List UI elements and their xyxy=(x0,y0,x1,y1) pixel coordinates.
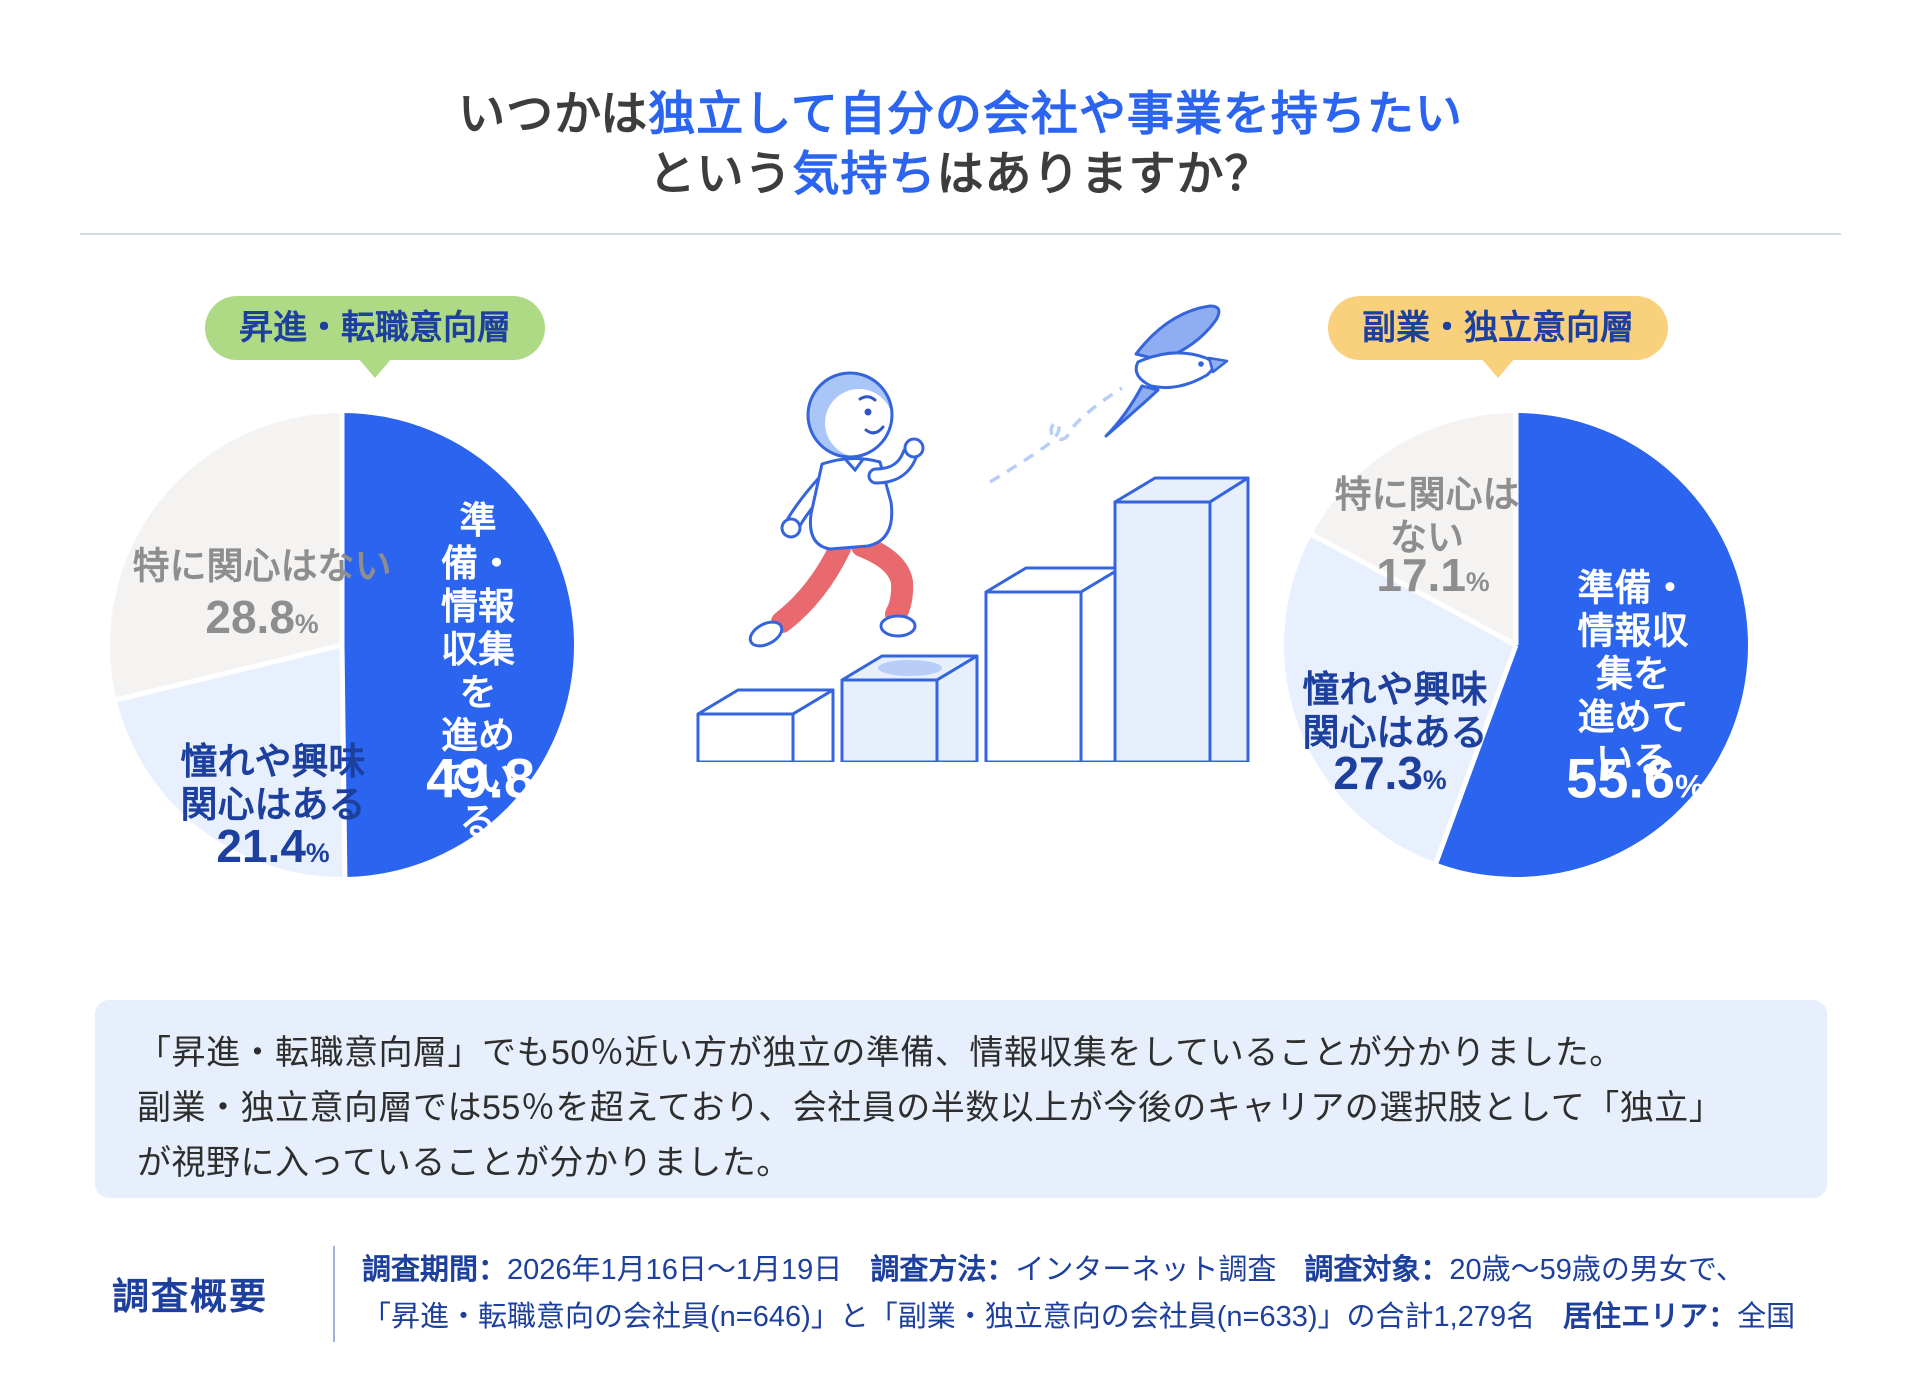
summary-box: 「昇進・転職意向層」でも50％近い方が独立の準備、情報収集をしていることが分かり… xyxy=(95,1000,1827,1198)
pie-slice-separator xyxy=(115,642,343,703)
pie-slice xyxy=(116,645,345,877)
badge-sidejob-group: 副業・独立意向層 xyxy=(1328,296,1668,378)
pie-slice-separator xyxy=(339,644,348,879)
slice-label-interested: 憧れや興味 関心はある xyxy=(1302,669,1488,753)
summary-line-1: 「昇進・転職意向層」でも50％近い方が独立の準備、情報収集をしていることが分かり… xyxy=(137,1034,1624,1072)
pie-chart-sidejob-group: 準備・情報収集を 進めている 55.6% 憧れや興味 関心はある 27.3% 特… xyxy=(1276,405,1756,885)
pie-slice xyxy=(1311,413,1516,645)
slice-value-interested: 27.3% xyxy=(1333,747,1447,799)
slice-label-interested: 憧れや興味 関心はある xyxy=(180,741,366,825)
slice-label-no-interest: 特に関心は ない xyxy=(1334,474,1520,558)
badge-tail xyxy=(358,358,392,378)
survey-divider xyxy=(333,1246,335,1342)
pie-svg xyxy=(1284,412,1748,877)
slice-value-preparing: 55.6% xyxy=(1566,746,1704,810)
pie-svg xyxy=(110,412,575,879)
pie-slice-separator xyxy=(1309,531,1518,648)
pie-slice xyxy=(1436,413,1748,877)
title-line-2: という気持ちはありますか？ xyxy=(648,147,1273,200)
pie-chart-promotion-group: 準備・情報収集を 進めている 49.8% 憧れや興味 関心はある 21.4% 特… xyxy=(102,405,582,885)
slice-label-preparing: 準備・情報収集を 進めている xyxy=(441,500,515,842)
pie-slice xyxy=(342,413,575,877)
slice-value-no-interest: 28.8% xyxy=(205,591,319,643)
survey-details-line-1: 調査期間：2026年1月16日〜1月19日 調査方法：インターネット調査 調査対象：… xyxy=(362,1254,1745,1286)
pie-slice xyxy=(110,413,342,700)
bird-icon xyxy=(1104,304,1229,438)
title-line-1: いつかは独立して自分の会社や事業を持ちたい xyxy=(458,87,1463,140)
badge-tail xyxy=(1481,358,1515,378)
runner-figure xyxy=(748,371,925,648)
pie-slice-separator xyxy=(1433,644,1519,865)
page-title: いつかは独立して自分の会社や事業を持ちたい という気持ちはありますか？ xyxy=(0,84,1921,204)
illustration-career-steps xyxy=(696,304,1250,762)
survey-overview-heading: 調査概要 xyxy=(112,1276,268,1317)
badge-promotion-group: 昇進・転職意向層 xyxy=(205,296,545,378)
title-divider xyxy=(80,233,1841,235)
slice-value-no-interest: 17.1% xyxy=(1376,549,1490,601)
summary-line-3: が視野に入っていることが分かりました。 xyxy=(137,1144,791,1182)
slice-value-interested: 21.4% xyxy=(216,820,330,872)
flight-trail xyxy=(989,386,1123,484)
summary-line-2: 副業・独立意向層では55％を超えており、会社員の半数以上が今後のキャリアの選択肢… xyxy=(137,1089,1724,1127)
slice-label-preparing: 準備・情報収集を 進めている xyxy=(1577,567,1689,781)
survey-details-line-2: 「昇進・転職意向の会社員(n=646)」と「副業・独立意向の会社員(n=633)… xyxy=(362,1301,1796,1333)
step-bars xyxy=(696,476,1250,762)
slice-value-preparing: 49.8% xyxy=(426,746,564,810)
survey-details: 調査期間：2026年1月16日〜1月19日 調査方法：インターネット調査 調査対象：… xyxy=(362,1247,1822,1341)
slice-label-no-interest: 特に関心はない xyxy=(132,545,392,587)
pie-slice xyxy=(1284,534,1516,863)
